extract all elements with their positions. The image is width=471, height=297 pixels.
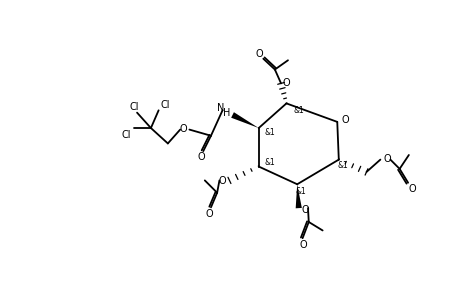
- Text: &1: &1: [264, 128, 275, 137]
- Text: Cl: Cl: [160, 100, 170, 110]
- Text: O: O: [198, 152, 205, 162]
- Text: O: O: [206, 209, 213, 219]
- Text: O: O: [409, 184, 416, 194]
- Text: &1: &1: [296, 187, 307, 196]
- Text: Cl: Cl: [129, 102, 139, 112]
- Text: O: O: [300, 240, 307, 250]
- Text: Cl: Cl: [122, 130, 131, 140]
- Text: O: O: [256, 49, 263, 59]
- Text: O: O: [179, 124, 187, 134]
- Polygon shape: [296, 184, 302, 208]
- Text: &1: &1: [337, 161, 348, 170]
- Text: O: O: [383, 154, 391, 164]
- Text: O: O: [301, 205, 309, 215]
- Text: N: N: [217, 103, 224, 113]
- Text: H: H: [223, 108, 230, 118]
- Text: O: O: [219, 176, 227, 186]
- Text: &1: &1: [293, 106, 304, 115]
- Polygon shape: [231, 112, 259, 128]
- Text: O: O: [283, 78, 290, 88]
- Text: &1: &1: [265, 158, 276, 167]
- Text: O: O: [341, 115, 349, 125]
